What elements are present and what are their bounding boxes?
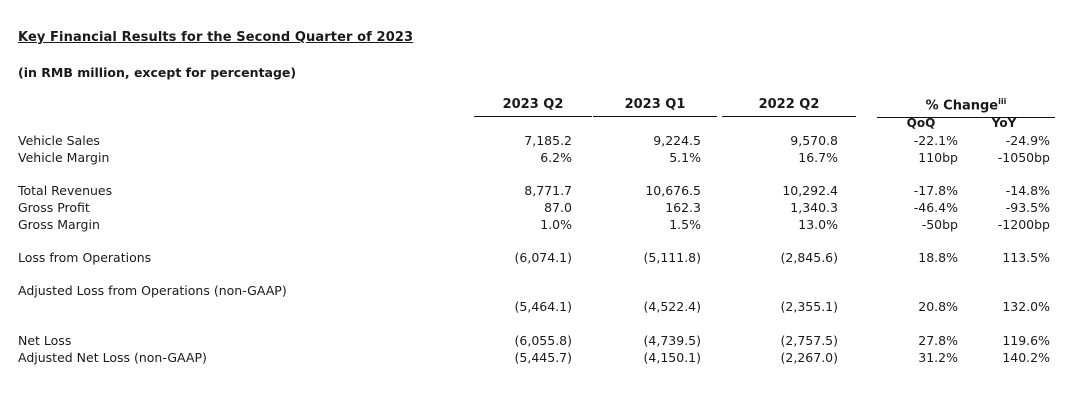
cell-q2-2022: 9,570.8 xyxy=(790,133,838,148)
cell-qoq: 18.8% xyxy=(918,250,958,265)
cell-q2-2022: (2,757.5) xyxy=(780,333,838,348)
cell-q2-2023: (6,074.1) xyxy=(514,250,572,265)
cell-q2-2023: (5,445.7) xyxy=(514,350,572,365)
table-row: (5,464.1) (4,522.4) (2,355.1) 20.8% 132.0% xyxy=(0,299,1080,316)
cell-q2-2022: (2,267.0) xyxy=(780,350,838,365)
cell-q2-2022: 13.0% xyxy=(798,217,838,232)
column-header-2023-q1-label: 2023 Q1 xyxy=(624,97,686,112)
page-title: Key Financial Results for the Second Qua… xyxy=(18,30,414,45)
cell-yoy: 113.5% xyxy=(1002,250,1050,265)
column-subheader-yoy: YoY xyxy=(991,116,1017,130)
row-label: Adjusted Loss from Operations (non-GAAP) xyxy=(18,283,287,298)
cell-q2-2023: 7,185.2 xyxy=(524,133,572,148)
cell-q1-2023: 162.3 xyxy=(665,200,701,215)
cell-yoy: -24.9% xyxy=(1005,133,1050,148)
cell-q2-2023: 87.0 xyxy=(544,200,572,215)
cell-q2-2022: 10,292.4 xyxy=(782,183,838,198)
column-header-2023-q2-label: 2023 Q2 xyxy=(502,97,564,112)
row-label: Net Loss xyxy=(18,333,72,348)
cell-q1-2023: 1.5% xyxy=(669,217,701,232)
cell-yoy: -93.5% xyxy=(1005,200,1050,215)
table-row: Gross Margin 1.0% 1.5% 13.0% -50bp -1200bp xyxy=(0,217,1080,234)
table-row: Adjusted Loss from Operations (non-GAAP) xyxy=(0,283,1080,300)
cell-q2-2022: 16.7% xyxy=(798,150,838,165)
table-row: Loss from Operations (6,074.1) (5,111.8) (2… xyxy=(0,250,1080,267)
cell-q2-2022: 1,340.3 xyxy=(790,200,838,215)
cell-q1-2023: 5.1% xyxy=(669,150,701,165)
cell-yoy: -1200bp xyxy=(997,217,1050,232)
table-row: Total Revenues 8,771.7 10,676.5 10,292.4 -17… xyxy=(0,183,1080,200)
row-label: Gross Profit xyxy=(18,200,90,215)
cell-qoq: -46.4% xyxy=(913,200,958,215)
row-label: Adjusted Net Loss (non-GAAP) xyxy=(18,350,207,365)
cell-q1-2023: 10,676.5 xyxy=(645,183,701,198)
cell-q2-2022: (2,845.6) xyxy=(780,250,838,265)
cell-qoq: -50bp xyxy=(921,217,958,232)
units-note: (in RMB million, except for percentage) xyxy=(18,65,297,80)
table-row: Vehicle Sales 7,185.2 9,224.5 9,570.8 -22.1%… xyxy=(0,133,1080,150)
cell-q1-2023: (4,739.5) xyxy=(643,333,701,348)
cell-yoy: 119.6% xyxy=(1002,333,1050,348)
column-header-change: % Changeiii xyxy=(877,97,1055,119)
cell-qoq: 110bp xyxy=(918,150,958,165)
cell-q2-2023: (6,055.8) xyxy=(514,333,572,348)
cell-qoq: 20.8% xyxy=(918,299,958,314)
cell-q2-2023: (5,464.1) xyxy=(514,299,572,314)
table-row: Vehicle Margin 6.2% 5.1% 16.7% 110bp -1050bp xyxy=(0,150,1080,167)
row-label: Total Revenues xyxy=(18,183,113,198)
row-label: Gross Margin xyxy=(18,217,100,232)
cell-qoq: -22.1% xyxy=(913,133,958,148)
cell-q2-2023: 8,771.7 xyxy=(524,183,572,198)
row-label: Vehicle Margin xyxy=(18,150,110,165)
cell-q2-2023: 1.0% xyxy=(540,217,572,232)
row-label: Loss from Operations xyxy=(18,250,152,265)
table-row: Gross Profit 87.0 162.3 1,340.3 -46.4% -93.5% xyxy=(0,200,1080,217)
cell-q2-2023: 6.2% xyxy=(540,150,572,165)
cell-q1-2023: (4,150.1) xyxy=(643,350,701,365)
column-subheader-qoq: QoQ xyxy=(906,116,936,130)
table-row: Net Loss (6,055.8) (4,739.5) (2,757.5) 27.8%… xyxy=(0,333,1080,350)
cell-yoy: 140.2% xyxy=(1002,350,1050,365)
row-label: Vehicle Sales xyxy=(18,133,100,148)
cell-qoq: -17.8% xyxy=(913,183,958,198)
cell-q1-2023: (5,111.8) xyxy=(643,250,701,265)
cell-yoy: -14.8% xyxy=(1005,183,1050,198)
cell-q2-2022: (2,355.1) xyxy=(780,299,838,314)
column-header-2022-q2: 2022 Q2 xyxy=(722,97,856,117)
cell-qoq: 31.2% xyxy=(918,350,958,365)
column-header-2023-q2: 2023 Q2 xyxy=(474,97,592,117)
cell-q1-2023: 9,224.5 xyxy=(653,133,701,148)
cell-yoy: -1050bp xyxy=(997,150,1050,165)
table-row: Adjusted Net Loss (non-GAAP) (5,445.7) (4,… xyxy=(0,350,1080,367)
column-header-2023-q1: 2023 Q1 xyxy=(593,97,717,117)
cell-qoq: 27.8% xyxy=(918,333,958,348)
column-header-2022-q2-label: 2022 Q2 xyxy=(758,97,820,112)
cell-q1-2023: (4,522.4) xyxy=(643,299,701,314)
footnote-marker: iii xyxy=(998,97,1007,106)
cell-yoy: 132.0% xyxy=(1002,299,1050,314)
column-header-change-label: % Change xyxy=(925,98,999,114)
